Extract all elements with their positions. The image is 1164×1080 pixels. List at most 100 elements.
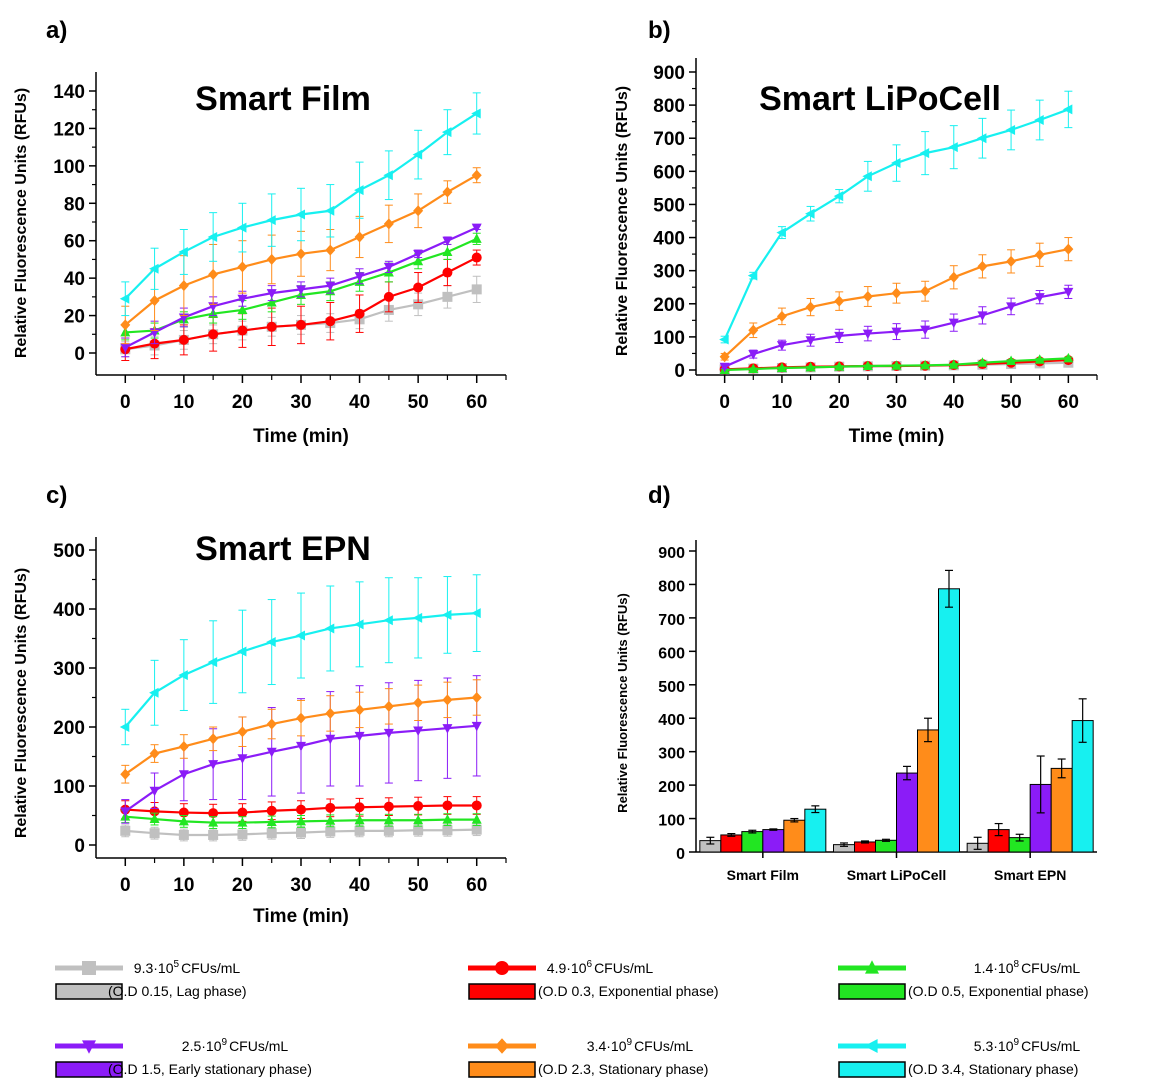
legend-item-4: 3.4·109 CFUs/mL (O.D 2.3, Stationary phas… (468, 1037, 708, 1078)
data-point (1063, 352, 1074, 363)
data-point (719, 334, 729, 345)
data-point (296, 741, 306, 752)
data-point (149, 295, 160, 307)
legend-line2-2: (O.D 0.5, Exponential phase) (908, 983, 1089, 999)
data-point (413, 801, 424, 812)
legend-line1-1: 4.9·106 CFUs/mL (547, 959, 654, 976)
data-point (383, 801, 394, 812)
data-point (178, 770, 189, 780)
data-point (442, 291, 453, 302)
legend-marker (864, 1039, 878, 1053)
data-point (413, 726, 424, 737)
panel-label-d: d) (648, 482, 671, 509)
data-point (325, 815, 336, 825)
series-4 (120, 679, 482, 784)
y-tick-label: 400 (53, 600, 85, 621)
data-point (354, 231, 365, 243)
data-point (920, 359, 931, 370)
y-tick-label: 300 (658, 746, 685, 763)
data-point (805, 301, 816, 313)
data-point (1034, 249, 1045, 261)
data-point (296, 804, 306, 815)
data-point (805, 361, 816, 372)
data-point (208, 817, 219, 827)
y-axis-title: Relative Fluorescence Units (RFUs) (614, 86, 631, 356)
y-tick-label: 20 (64, 307, 85, 328)
data-point (1005, 124, 1016, 135)
data-point (325, 244, 336, 256)
panel-label-a: a) (46, 17, 67, 44)
legend-line2-3: (O.D 1.5, Early stationary phase) (108, 1061, 312, 1077)
data-point (977, 260, 988, 272)
data-point (920, 285, 931, 297)
bar (741, 831, 764, 853)
legend-box (838, 1061, 906, 1078)
data-point (442, 186, 453, 198)
x-tick-label: 40 (349, 875, 370, 896)
y-tick-label: 100 (653, 328, 685, 349)
data-point (325, 802, 336, 813)
x-tick-label: 20 (232, 392, 253, 413)
data-point (237, 325, 248, 336)
category-label: Smart EPN (994, 867, 1066, 883)
data-point (207, 231, 218, 242)
y-tick-label: 900 (653, 63, 685, 84)
x-axis-title: Time (min) (849, 426, 945, 447)
y-tick-label: 600 (653, 162, 685, 183)
data-point (149, 687, 159, 698)
data-point (178, 829, 189, 840)
data-point (295, 630, 305, 641)
legend-item-1: 4.9·106 CFUs/mL (O.D 0.3, Exponential pha… (468, 959, 719, 1000)
data-point (236, 646, 247, 657)
data-point (354, 185, 364, 196)
y-tick-label: 0 (674, 361, 685, 382)
data-point (178, 246, 188, 257)
data-point (748, 363, 759, 374)
chart-title: Smart Film (195, 80, 371, 118)
data-point (119, 293, 130, 304)
data-point (412, 149, 423, 160)
y-axis-title: Relative Fluorescence Units (RFUs) (615, 593, 630, 813)
data-point (891, 287, 902, 299)
data-point (354, 825, 365, 836)
data-point (354, 731, 365, 742)
data-point (237, 294, 248, 305)
data-point (442, 694, 453, 706)
data-point (413, 814, 424, 825)
data-point (1034, 354, 1045, 364)
y-tick-label: 200 (53, 718, 85, 739)
data-point (296, 712, 306, 724)
data-point (1006, 255, 1017, 267)
data-point (383, 825, 394, 836)
legend-line2-0: (O.D 0.15, Lag phase) (108, 983, 247, 999)
data-point (237, 817, 248, 827)
legend: 9.3·105 CFUs/mL (O.D 0.15, Lag phase) 4.9… (55, 959, 1089, 1078)
data-point (471, 608, 481, 619)
data-point (948, 318, 959, 329)
data-point (442, 800, 453, 811)
data-point (891, 158, 901, 169)
panel-b: b) 0100200300400500600700800900Relative … (614, 17, 1098, 447)
data-point (1062, 104, 1073, 115)
data-point (237, 261, 248, 273)
x-tick-label: 60 (1058, 392, 1079, 413)
data-point (383, 700, 394, 712)
data-point (471, 800, 482, 811)
data-point (862, 329, 873, 340)
data-point (207, 657, 218, 668)
data-point (354, 814, 365, 825)
data-point (208, 733, 219, 745)
data-point (891, 360, 902, 370)
chart-title: Smart EPN (195, 530, 371, 568)
data-point (120, 825, 131, 836)
data-point (471, 284, 482, 295)
data-point (1034, 115, 1044, 126)
data-point (471, 223, 482, 234)
data-point (862, 171, 872, 182)
x-tick-label: 30 (886, 392, 907, 413)
legend-marker (495, 961, 509, 975)
data-point (296, 285, 306, 295)
legend-line2-4: (O.D 2.3, Stationary phase) (538, 1061, 708, 1077)
data-point (471, 108, 481, 119)
legend-marker (865, 960, 879, 974)
